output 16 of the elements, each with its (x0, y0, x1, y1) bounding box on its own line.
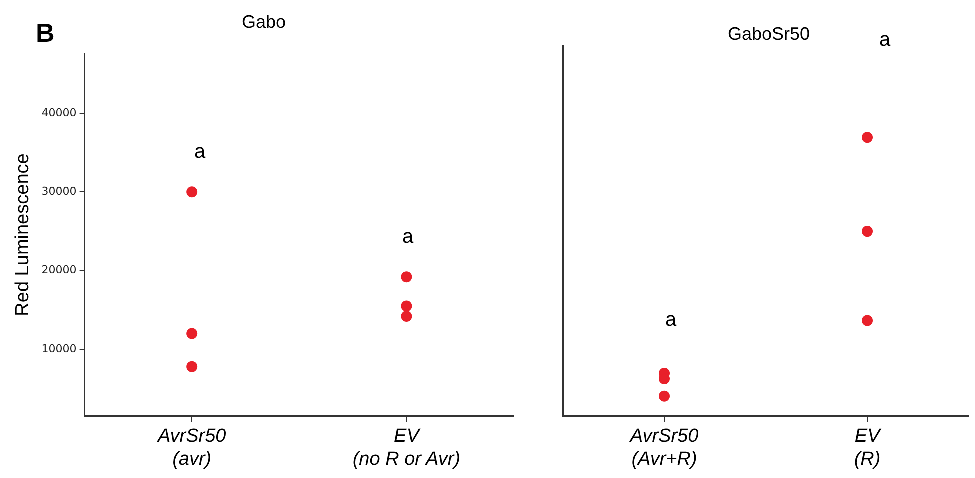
x-tick-label: AvrSr50 (Avr+R) (629, 426, 700, 470)
y-tick-label: 10000 (42, 342, 77, 356)
chart-title: Gabo (242, 12, 286, 32)
annotation: a (402, 226, 414, 248)
text: B (36, 18, 55, 48)
x-tick-label: EV (R) (854, 426, 882, 470)
chart-title: GaboSr50 (728, 24, 810, 44)
y-tick-label: 30000 (42, 184, 77, 198)
text: a (879, 29, 891, 51)
annotation: a (194, 141, 206, 163)
annotation: a (665, 309, 677, 331)
y-tick-label: 20000 (42, 264, 77, 277)
y-axis-title: Red Luminescence (12, 154, 34, 316)
y-tick-label: 40000 (42, 106, 77, 120)
x-tick-label: EV (no R or Avr) (352, 426, 461, 470)
x-tick-label: AvrSr50 (avr) (156, 426, 227, 470)
